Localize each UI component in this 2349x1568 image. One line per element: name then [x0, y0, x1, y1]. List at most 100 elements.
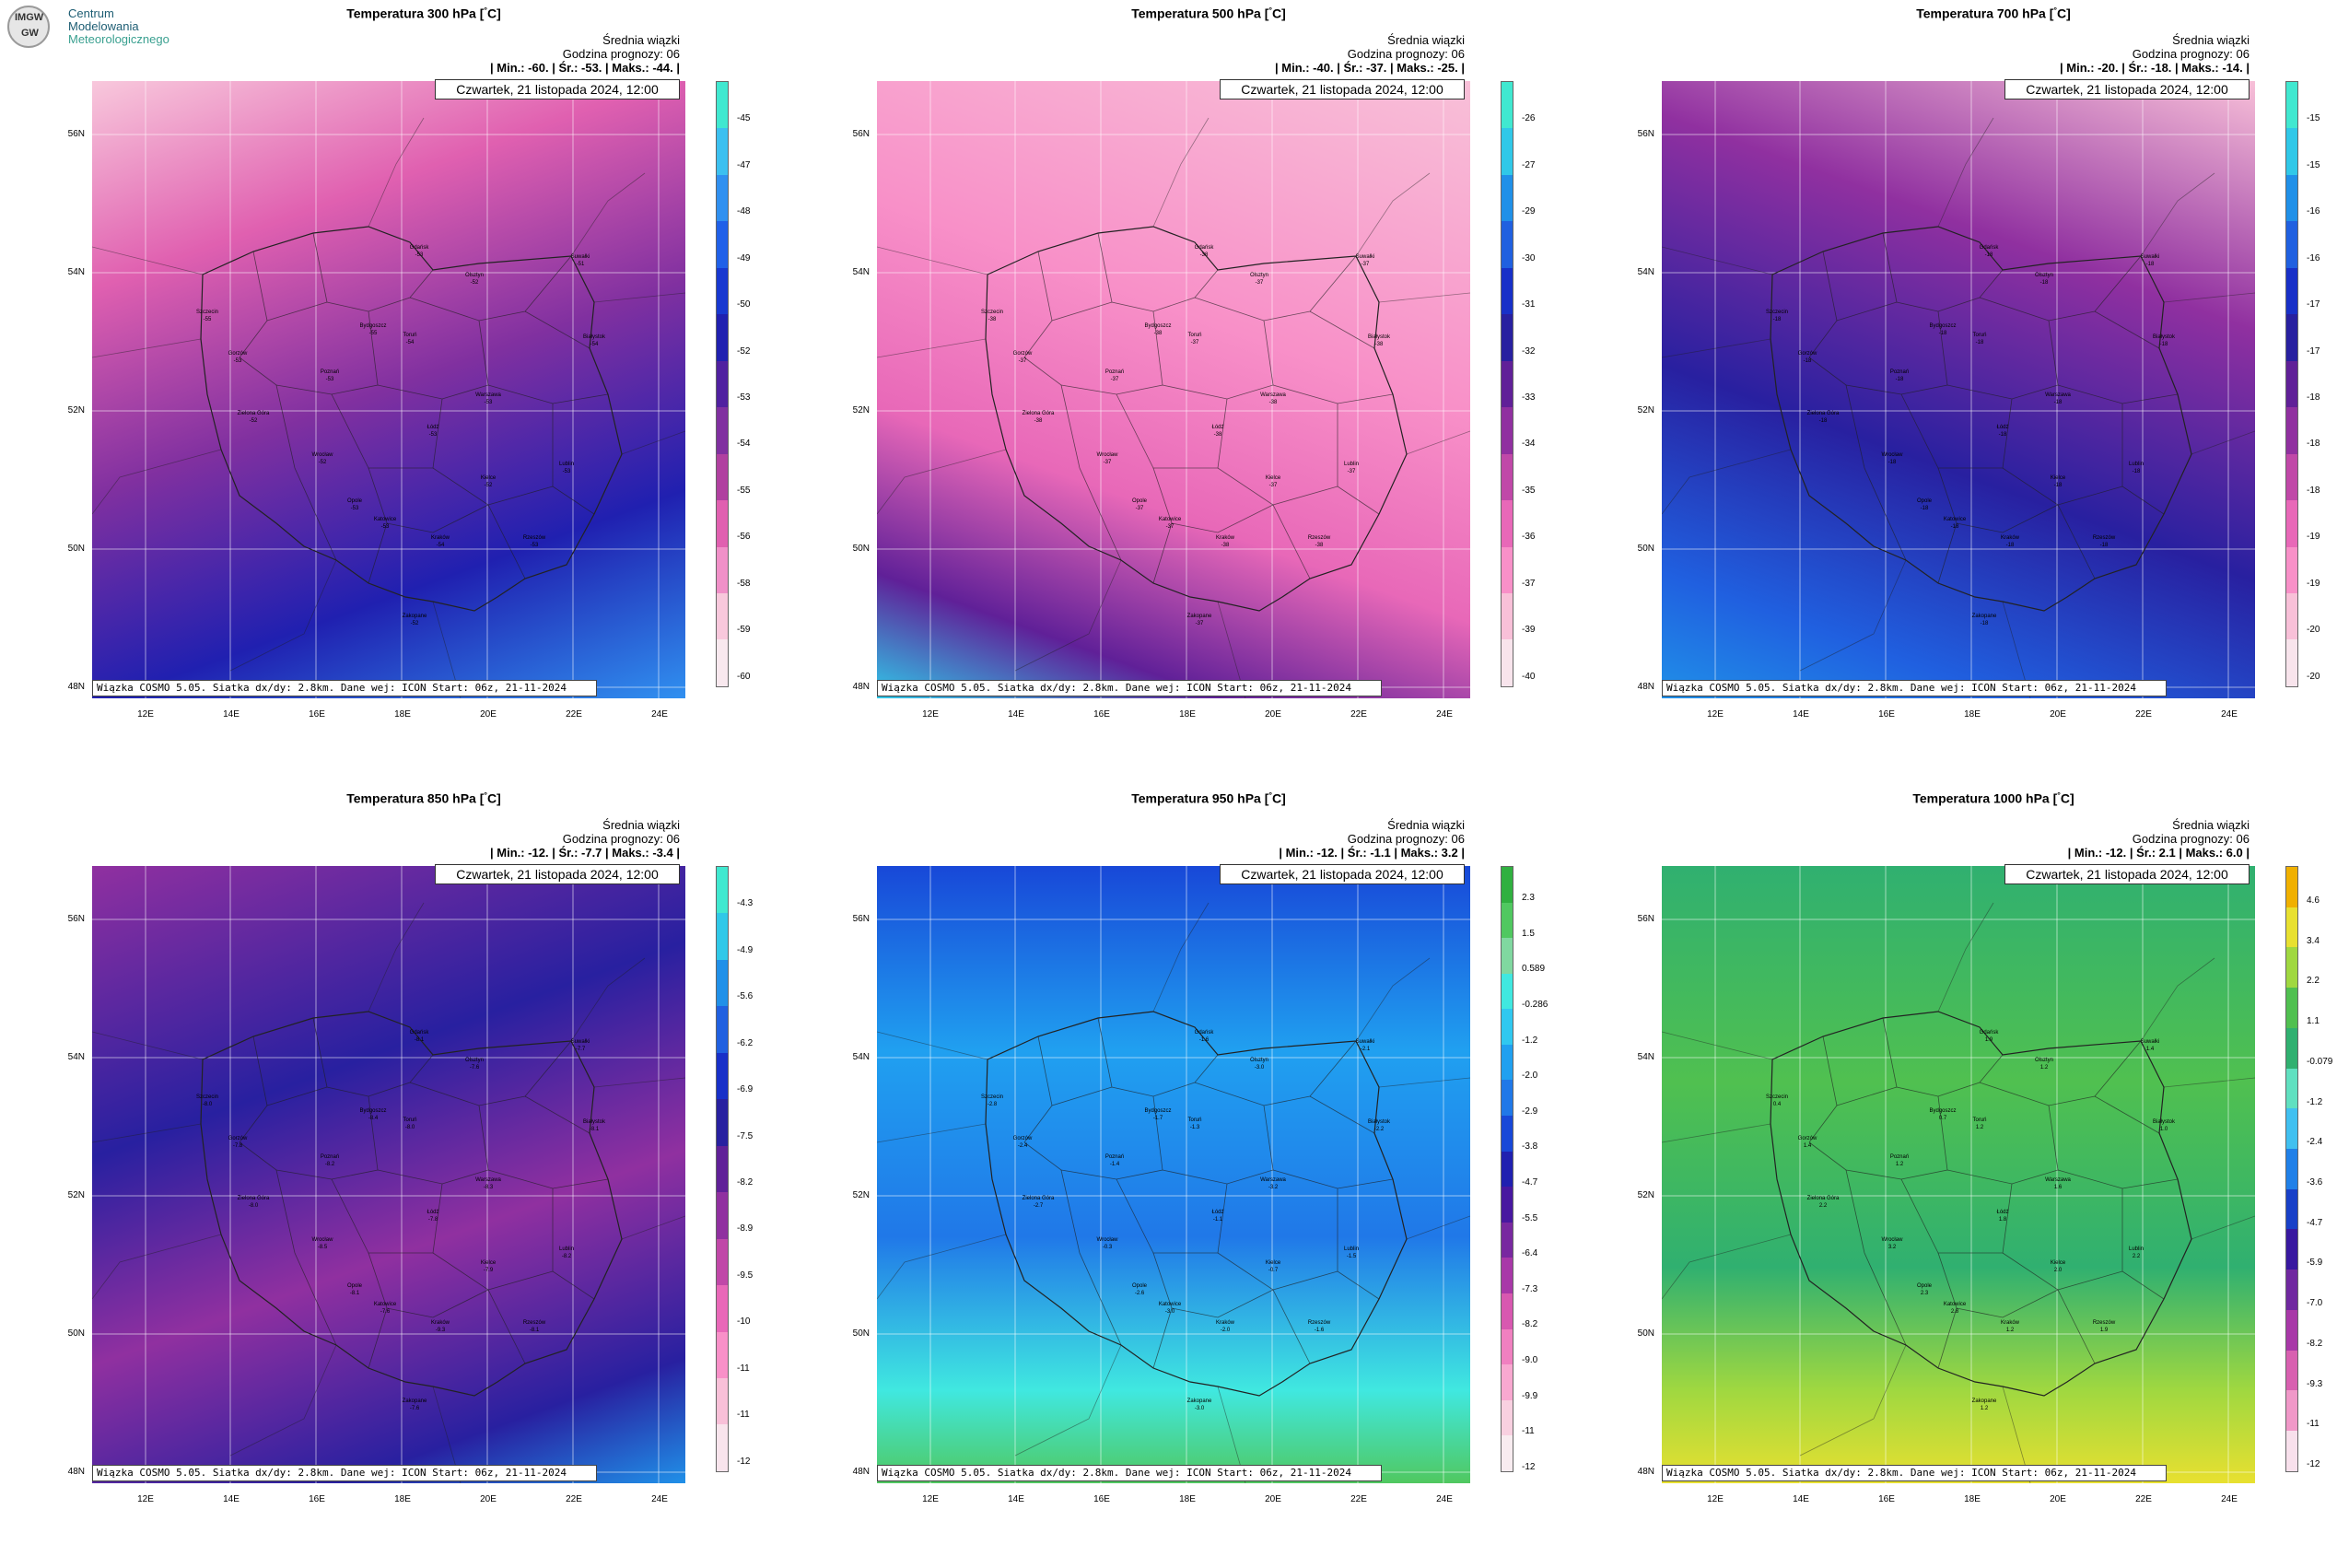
city-marker[interactable]: Białystok -2.2	[1361, 1118, 1397, 1133]
city-marker[interactable]: Kraków -18	[1992, 534, 2028, 549]
city-marker[interactable]: Kielce -37	[1255, 474, 1291, 489]
city-marker[interactable]: Rzeszów -1.6	[1301, 1319, 1338, 1334]
city-marker[interactable]: Kraków -2.0	[1207, 1319, 1244, 1334]
city-marker[interactable]: Szczecin -55	[189, 309, 226, 323]
city-marker[interactable]: Poznań -37	[1096, 369, 1133, 383]
city-marker[interactable]: Opole -2.6	[1121, 1282, 1158, 1297]
city-marker[interactable]: Warszawa 1.6	[2039, 1176, 2076, 1191]
city-marker[interactable]: Gdańsk -8.1	[401, 1029, 438, 1044]
city-marker[interactable]: Opole -37	[1121, 497, 1158, 512]
city-marker[interactable]: Suwałki -51	[562, 253, 599, 268]
city-marker[interactable]: Katowice 2.8	[1936, 1301, 1973, 1316]
city-marker[interactable]: Rzeszów 1.9	[2086, 1319, 2122, 1334]
city-marker[interactable]: Gorzów -37	[1004, 350, 1041, 365]
city-marker[interactable]: Kraków -38	[1207, 534, 1244, 549]
city-marker[interactable]: Toruń -37	[1176, 332, 1213, 346]
city-marker[interactable]: Zakopane -3.0	[1181, 1398, 1218, 1412]
city-marker[interactable]: Lublin -37	[1333, 461, 1370, 475]
city-marker[interactable]: Łódź 1.8	[1984, 1209, 2021, 1223]
city-marker[interactable]: Bydgoszcz -8.4	[355, 1107, 392, 1122]
city-marker[interactable]: Łódź -1.1	[1199, 1209, 1236, 1223]
city-marker[interactable]: Toruń -54	[392, 332, 428, 346]
city-marker[interactable]: Gdańsk 1.9	[1970, 1029, 2007, 1044]
city-marker[interactable]: Zielona Góra -52	[235, 410, 272, 425]
city-marker[interactable]: Szczecin -38	[974, 309, 1011, 323]
city-marker[interactable]: Lublin -18	[2118, 461, 2155, 475]
city-marker[interactable]: Białystok -8.1	[576, 1118, 613, 1133]
city-marker[interactable]: Olsztyn -52	[456, 272, 493, 287]
city-marker[interactable]: Toruń -18	[1961, 332, 1998, 346]
city-marker[interactable]: Kraków -9.3	[422, 1319, 459, 1334]
city-marker[interactable]: Katowice -18	[1936, 516, 1973, 531]
map-area[interactable]: Gdańsk 1.9 Olsztyn 1.2 Suwałki 1.4 Szczecin 0.4…	[1662, 866, 2255, 1483]
city-marker[interactable]: Kielce -7.9	[470, 1259, 507, 1274]
city-marker[interactable]: Bydgoszcz 0.7	[1924, 1107, 1961, 1122]
city-marker[interactable]: Warszawa -8.3	[470, 1176, 507, 1191]
city-marker[interactable]: Olsztyn -37	[1241, 272, 1278, 287]
city-marker[interactable]: Kielce -0.7	[1255, 1259, 1291, 1274]
city-marker[interactable]: Opole -18	[1906, 497, 1943, 512]
city-marker[interactable]: Poznań -53	[311, 369, 348, 383]
city-marker[interactable]: Suwałki 1.4	[2132, 1038, 2168, 1053]
city-marker[interactable]: Białystok -38	[1361, 333, 1397, 348]
city-marker[interactable]: Toruń -8.0	[392, 1117, 428, 1131]
city-marker[interactable]: Bydgoszcz -1.7	[1139, 1107, 1176, 1122]
map-area[interactable]: Gdańsk -1.6 Olsztyn -3.0 Suwałki -2.1 Szczecin…	[877, 866, 1470, 1483]
city-marker[interactable]: Zakopane 1.2	[1966, 1398, 2003, 1412]
city-marker[interactable]: Białystok -54	[576, 333, 613, 348]
city-marker[interactable]: Kielce 2.0	[2039, 1259, 2076, 1274]
city-marker[interactable]: Wrocław -18	[1874, 451, 1911, 466]
city-marker[interactable]: Olsztyn -7.6	[456, 1057, 493, 1071]
city-marker[interactable]: Wrocław -0.3	[1089, 1236, 1126, 1251]
city-marker[interactable]: Rzeszów -18	[2086, 534, 2122, 549]
city-marker[interactable]: Zielona Góra -8.0	[235, 1195, 272, 1210]
city-marker[interactable]: Łódź -53	[415, 424, 451, 439]
city-marker[interactable]: Zakopane -37	[1181, 613, 1218, 627]
city-marker[interactable]: Opole -53	[336, 497, 373, 512]
city-marker[interactable]: Kielce -52	[470, 474, 507, 489]
city-marker[interactable]: Lublin 2.2	[2118, 1246, 2155, 1260]
city-marker[interactable]: Olsztyn -3.0	[1241, 1057, 1278, 1071]
city-marker[interactable]: Zielona Góra -38	[1020, 410, 1057, 425]
city-marker[interactable]: Opole -8.1	[336, 1282, 373, 1297]
city-marker[interactable]: Warszawa -18	[2039, 392, 2076, 406]
city-marker[interactable]: Łódź -38	[1199, 424, 1236, 439]
city-marker[interactable]: Suwałki -2.1	[1347, 1038, 1384, 1053]
map-area[interactable]: Gdańsk -38 Olsztyn -37 Suwałki -37 Szczecin -38…	[877, 81, 1470, 698]
city-marker[interactable]: Poznań -8.2	[311, 1153, 348, 1168]
city-marker[interactable]: Gdańsk -38	[1186, 244, 1222, 259]
city-marker[interactable]: Suwałki -18	[2132, 253, 2168, 268]
city-marker[interactable]: Gorzów -7.8	[219, 1135, 256, 1150]
city-marker[interactable]: Wrocław -37	[1089, 451, 1126, 466]
city-marker[interactable]: Katowice -53	[367, 516, 403, 531]
city-marker[interactable]: Zakopane -18	[1966, 613, 2003, 627]
city-marker[interactable]: Zakopane -7.6	[396, 1398, 433, 1412]
city-marker[interactable]: Kielce -18	[2039, 474, 2076, 489]
city-marker[interactable]: Lublin -1.5	[1333, 1246, 1370, 1260]
city-marker[interactable]: Poznań 1.2	[1881, 1153, 1918, 1168]
city-marker[interactable]: Toruń 1.2	[1961, 1117, 1998, 1131]
city-marker[interactable]: Rzeszów -53	[516, 534, 553, 549]
city-marker[interactable]: Poznań -1.4	[1096, 1153, 1133, 1168]
city-marker[interactable]: Zielona Góra -18	[1805, 410, 1841, 425]
city-marker[interactable]: Gorzów -2.4	[1004, 1135, 1041, 1150]
city-marker[interactable]: Katowice -7.6	[367, 1301, 403, 1316]
city-marker[interactable]: Gdańsk -18	[1970, 244, 2007, 259]
city-marker[interactable]: Olsztyn -18	[2026, 272, 2063, 287]
city-marker[interactable]: Szczecin 0.4	[1759, 1094, 1795, 1108]
city-marker[interactable]: Kraków 1.2	[1992, 1319, 2028, 1334]
city-marker[interactable]: Zielona Góra 2.2	[1805, 1195, 1841, 1210]
city-marker[interactable]: Bydgoszcz -38	[1139, 322, 1176, 337]
city-marker[interactable]: Warszawa -3.2	[1255, 1176, 1291, 1191]
city-marker[interactable]: Zielona Góra -2.7	[1020, 1195, 1057, 1210]
city-marker[interactable]: Gdańsk -1.6	[1186, 1029, 1222, 1044]
city-marker[interactable]: Białystok 1.0	[2145, 1118, 2182, 1133]
city-marker[interactable]: Szczecin -18	[1759, 309, 1795, 323]
city-marker[interactable]: Bydgoszcz -18	[1924, 322, 1961, 337]
city-marker[interactable]: Rzeszów -8.1	[516, 1319, 553, 1334]
city-marker[interactable]: Katowice -3.0	[1151, 1301, 1188, 1316]
map-area[interactable]: Gdańsk -18 Olsztyn -18 Suwałki -18 Szczecin -18…	[1662, 81, 2255, 698]
city-marker[interactable]: Lublin -53	[548, 461, 585, 475]
city-marker[interactable]: Gorzów -53	[219, 350, 256, 365]
city-marker[interactable]: Wrocław 3.2	[1874, 1236, 1911, 1251]
